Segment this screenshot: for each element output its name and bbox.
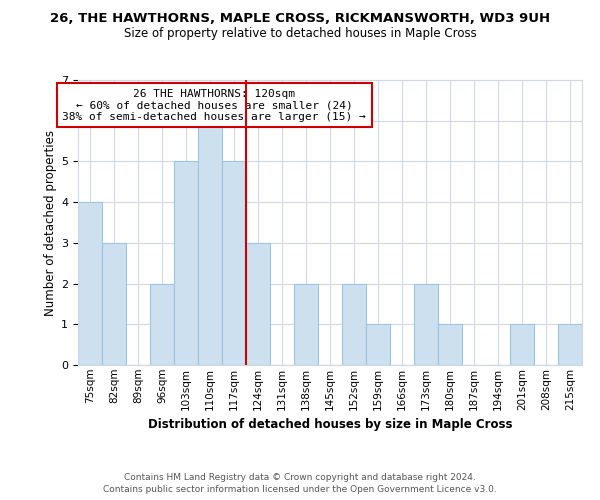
- Bar: [102, 243, 126, 365]
- Bar: [198, 120, 222, 365]
- Bar: [294, 284, 318, 365]
- Bar: [510, 324, 534, 365]
- Text: Size of property relative to detached houses in Maple Cross: Size of property relative to detached ho…: [124, 28, 476, 40]
- Text: Contains public sector information licensed under the Open Government Licence v3: Contains public sector information licen…: [103, 484, 497, 494]
- Text: 26 THE HAWTHORNS: 120sqm
← 60% of detached houses are smaller (24)
38% of semi-d: 26 THE HAWTHORNS: 120sqm ← 60% of detach…: [62, 88, 366, 122]
- Y-axis label: Number of detached properties: Number of detached properties: [44, 130, 57, 316]
- Bar: [438, 324, 462, 365]
- Text: 26, THE HAWTHORNS, MAPLE CROSS, RICKMANSWORTH, WD3 9UH: 26, THE HAWTHORNS, MAPLE CROSS, RICKMANS…: [50, 12, 550, 26]
- Bar: [246, 243, 270, 365]
- Bar: [78, 202, 102, 365]
- Bar: [150, 284, 174, 365]
- Bar: [414, 284, 438, 365]
- Bar: [558, 324, 582, 365]
- Bar: [222, 162, 246, 365]
- Bar: [342, 284, 366, 365]
- Text: Contains HM Land Registry data © Crown copyright and database right 2024.: Contains HM Land Registry data © Crown c…: [124, 473, 476, 482]
- X-axis label: Distribution of detached houses by size in Maple Cross: Distribution of detached houses by size …: [148, 418, 512, 431]
- Bar: [366, 324, 390, 365]
- Bar: [174, 162, 198, 365]
